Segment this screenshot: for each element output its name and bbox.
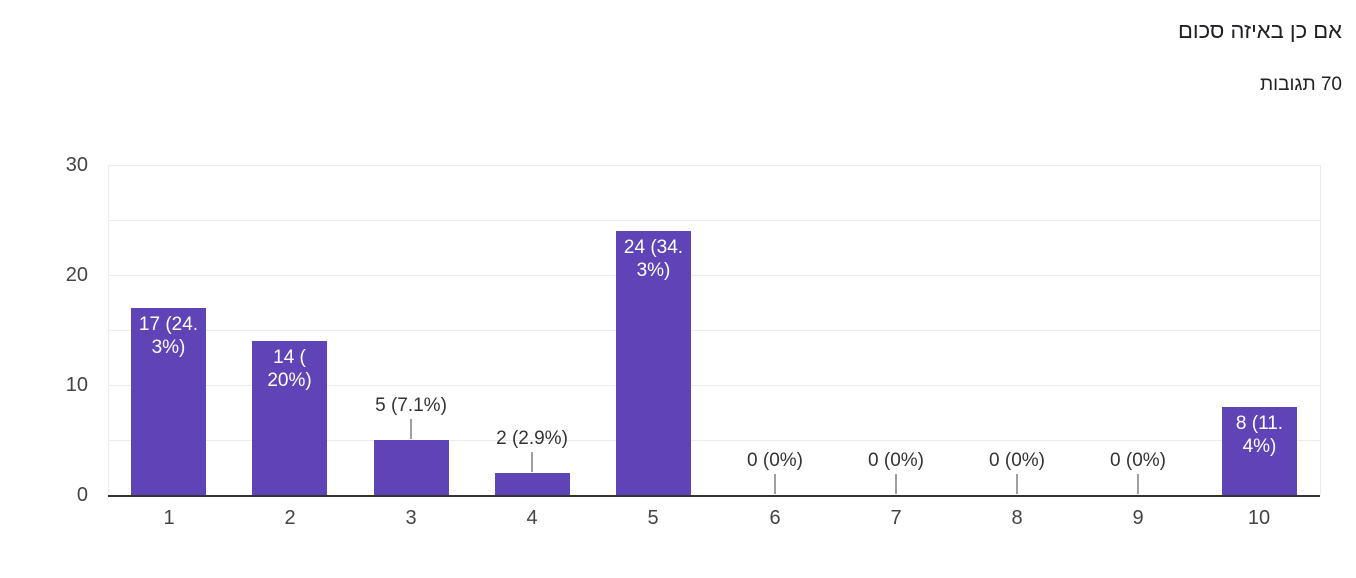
gridline	[108, 440, 1320, 441]
bar-category-5[interactable]	[616, 231, 691, 495]
gridline	[108, 165, 1320, 166]
bar-value-label-line: 20%)	[267, 370, 312, 391]
bar-value-label-line: 3%)	[151, 337, 186, 358]
bar-value-label: 0 (0%)	[1110, 450, 1166, 471]
bar-value-label-line: 14 (	[273, 347, 306, 368]
x-axis-tick-label: 3	[405, 507, 417, 529]
bar-category-10[interactable]	[1222, 407, 1297, 495]
gridline	[108, 385, 1320, 386]
annotation-stem	[410, 419, 412, 439]
question-title: אם כן באיזה סכום	[1177, 18, 1342, 43]
bar-value-label: 2 (2.9%)	[496, 428, 568, 449]
bar-value-label: 14 (20%)	[252, 346, 327, 392]
bar-value-label: 17 (24. 3%)	[131, 313, 206, 359]
bar-value-label-line: 17 (24.	[138, 314, 199, 335]
bar-value-label: 24 (34. 3%)	[616, 236, 691, 282]
annotation-stem	[531, 452, 533, 472]
x-axis-tick-label: 8	[1011, 507, 1023, 529]
x-axis-tick-label: 10	[1247, 507, 1271, 529]
gridline	[108, 275, 1320, 276]
x-axis-tick-label: 1	[163, 507, 175, 529]
x-axis-tick-label: 7	[890, 507, 902, 529]
bar-value-label: 0 (0%)	[868, 450, 924, 471]
bar-value-label-line: 8 (11.	[1235, 413, 1284, 434]
annotation-stem	[774, 474, 776, 494]
y-axis-tick-label: 30	[65, 154, 88, 176]
bar-value-label: 0 (0%)	[747, 450, 803, 471]
bar-category-3[interactable]	[374, 440, 449, 495]
plot-border-left	[108, 165, 109, 495]
y-axis-tick-label: 20	[65, 264, 88, 286]
x-axis-tick-label: 5	[647, 507, 659, 529]
x-axis-tick-label: 2	[284, 507, 296, 529]
bar-value-label-line: 3%)	[636, 260, 671, 281]
y-axis-tick-label: 10	[65, 374, 88, 396]
x-axis-line	[108, 495, 1320, 497]
annotation-stem	[895, 474, 897, 494]
gridline	[108, 330, 1320, 331]
plot-border-right	[1320, 165, 1321, 495]
bar-value-label: 8 (11. 4%)	[1222, 412, 1297, 458]
annotation-stem	[1016, 474, 1018, 494]
bar-category-1[interactable]	[131, 308, 206, 495]
bar-category-4[interactable]	[495, 473, 570, 495]
y-axis-tick-label: 0	[76, 484, 88, 506]
bar-category-2[interactable]	[252, 341, 327, 495]
responses-count-label: 70 תגובות	[1260, 74, 1342, 95]
x-axis-tick-label: 6	[769, 507, 781, 529]
bar-value-label-line: 4%)	[1242, 436, 1277, 457]
bar-value-label-line: 24 (34.	[623, 237, 684, 258]
annotation-stem	[1137, 474, 1139, 494]
x-axis-tick-label: 4	[526, 507, 538, 529]
bar-value-label: 0 (0%)	[989, 450, 1045, 471]
gridline	[108, 220, 1320, 221]
bar-value-label: 5 (7.1%)	[375, 395, 447, 416]
x-axis-tick-label: 9	[1132, 507, 1144, 529]
